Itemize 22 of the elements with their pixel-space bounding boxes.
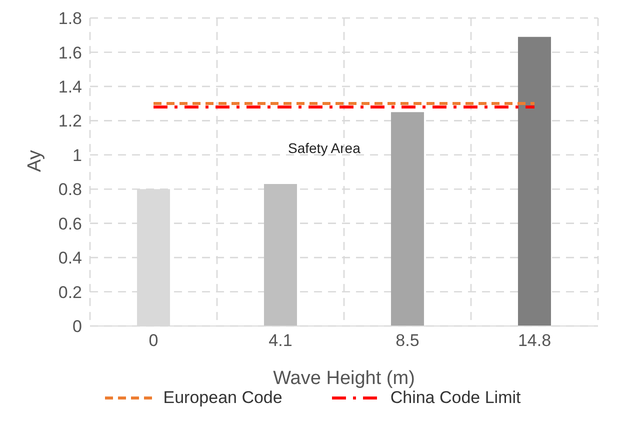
legend-label: European Code bbox=[163, 388, 282, 408]
y-tick-label: 0.2 bbox=[58, 282, 82, 302]
y-tick-label: 0.8 bbox=[58, 180, 82, 200]
x-tick-label: 4.1 bbox=[268, 331, 292, 350]
y-tick-label: 1 bbox=[72, 146, 82, 165]
legend-label: China Code Limit bbox=[390, 388, 521, 408]
y-tick-label: 0.6 bbox=[58, 214, 82, 234]
bar bbox=[390, 112, 424, 326]
bar bbox=[518, 36, 551, 326]
x-tick-label: 14.8 bbox=[518, 331, 552, 350]
y-axis-title: Ay bbox=[24, 150, 46, 172]
y-tick-label: 0.4 bbox=[58, 248, 82, 268]
x-tick-label: 8.5 bbox=[396, 331, 420, 350]
y-tick-label: 1.6 bbox=[58, 43, 82, 62]
y-tick-label: 1.2 bbox=[58, 112, 82, 131]
y-tick-label: 1.8 bbox=[58, 9, 82, 28]
x-tick-label: 0 bbox=[148, 331, 158, 350]
y-tick-label: 0 bbox=[72, 317, 82, 336]
y-tick-label: 1.4 bbox=[58, 77, 82, 96]
x-axis-title: Wave Height (m) bbox=[273, 368, 415, 389]
bar bbox=[264, 184, 297, 326]
annotation: Safety Area bbox=[288, 140, 360, 156]
